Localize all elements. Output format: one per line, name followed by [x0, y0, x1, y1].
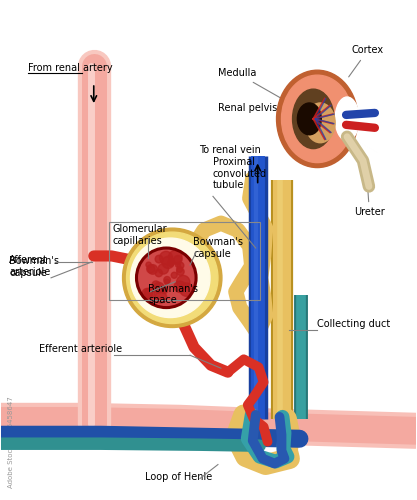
Circle shape — [136, 248, 196, 308]
Circle shape — [177, 268, 184, 276]
Text: Renal pelvis: Renal pelvis — [218, 103, 317, 124]
Circle shape — [155, 270, 163, 276]
Ellipse shape — [305, 103, 335, 142]
Text: From renal artery: From renal artery — [28, 63, 113, 73]
Circle shape — [146, 262, 151, 268]
Circle shape — [171, 272, 177, 278]
Circle shape — [155, 292, 167, 303]
Circle shape — [168, 261, 173, 266]
Ellipse shape — [335, 97, 359, 140]
Circle shape — [148, 264, 158, 274]
Circle shape — [180, 283, 193, 296]
Circle shape — [158, 264, 168, 274]
Circle shape — [126, 232, 218, 324]
Text: Proximal
convoluted
tubule: Proximal convoluted tubule — [213, 157, 267, 190]
Circle shape — [167, 260, 174, 266]
Text: Afferent
arteriole: Afferent arteriole — [9, 255, 50, 277]
Circle shape — [123, 228, 222, 328]
Text: Adobe Stock #676458647: Adobe Stock #676458647 — [8, 396, 14, 488]
Ellipse shape — [293, 89, 334, 148]
Circle shape — [153, 282, 164, 293]
Circle shape — [177, 276, 190, 288]
Ellipse shape — [297, 103, 321, 135]
Circle shape — [176, 262, 181, 268]
Text: Medulla: Medulla — [218, 68, 301, 110]
Circle shape — [161, 286, 168, 294]
Text: Bowman's
capsule: Bowman's capsule — [9, 256, 59, 278]
Text: Glomerular
capillaries: Glomerular capillaries — [113, 224, 167, 246]
Text: To renal vein: To renal vein — [199, 144, 261, 154]
Circle shape — [164, 276, 171, 283]
Text: Bowman's
space: Bowman's space — [148, 284, 198, 306]
Circle shape — [176, 266, 182, 272]
Circle shape — [160, 252, 173, 264]
Circle shape — [162, 256, 174, 268]
Circle shape — [152, 281, 160, 288]
Text: Collecting duct: Collecting duct — [317, 320, 391, 330]
Ellipse shape — [281, 75, 353, 162]
Ellipse shape — [276, 70, 358, 168]
Text: Ureter: Ureter — [354, 180, 385, 217]
Text: Bowman's
capsule: Bowman's capsule — [193, 237, 243, 258]
Circle shape — [147, 265, 155, 273]
Circle shape — [174, 256, 182, 264]
Circle shape — [145, 288, 155, 298]
Circle shape — [177, 262, 184, 269]
Text: Cortex: Cortex — [349, 46, 384, 77]
Circle shape — [142, 288, 153, 298]
Circle shape — [164, 279, 170, 284]
Text: Loop of Henle: Loop of Henle — [145, 472, 212, 482]
Text: Efferent arteriole: Efferent arteriole — [39, 344, 122, 354]
Circle shape — [168, 250, 182, 264]
Circle shape — [174, 281, 186, 292]
Circle shape — [155, 255, 163, 263]
Circle shape — [131, 238, 210, 318]
